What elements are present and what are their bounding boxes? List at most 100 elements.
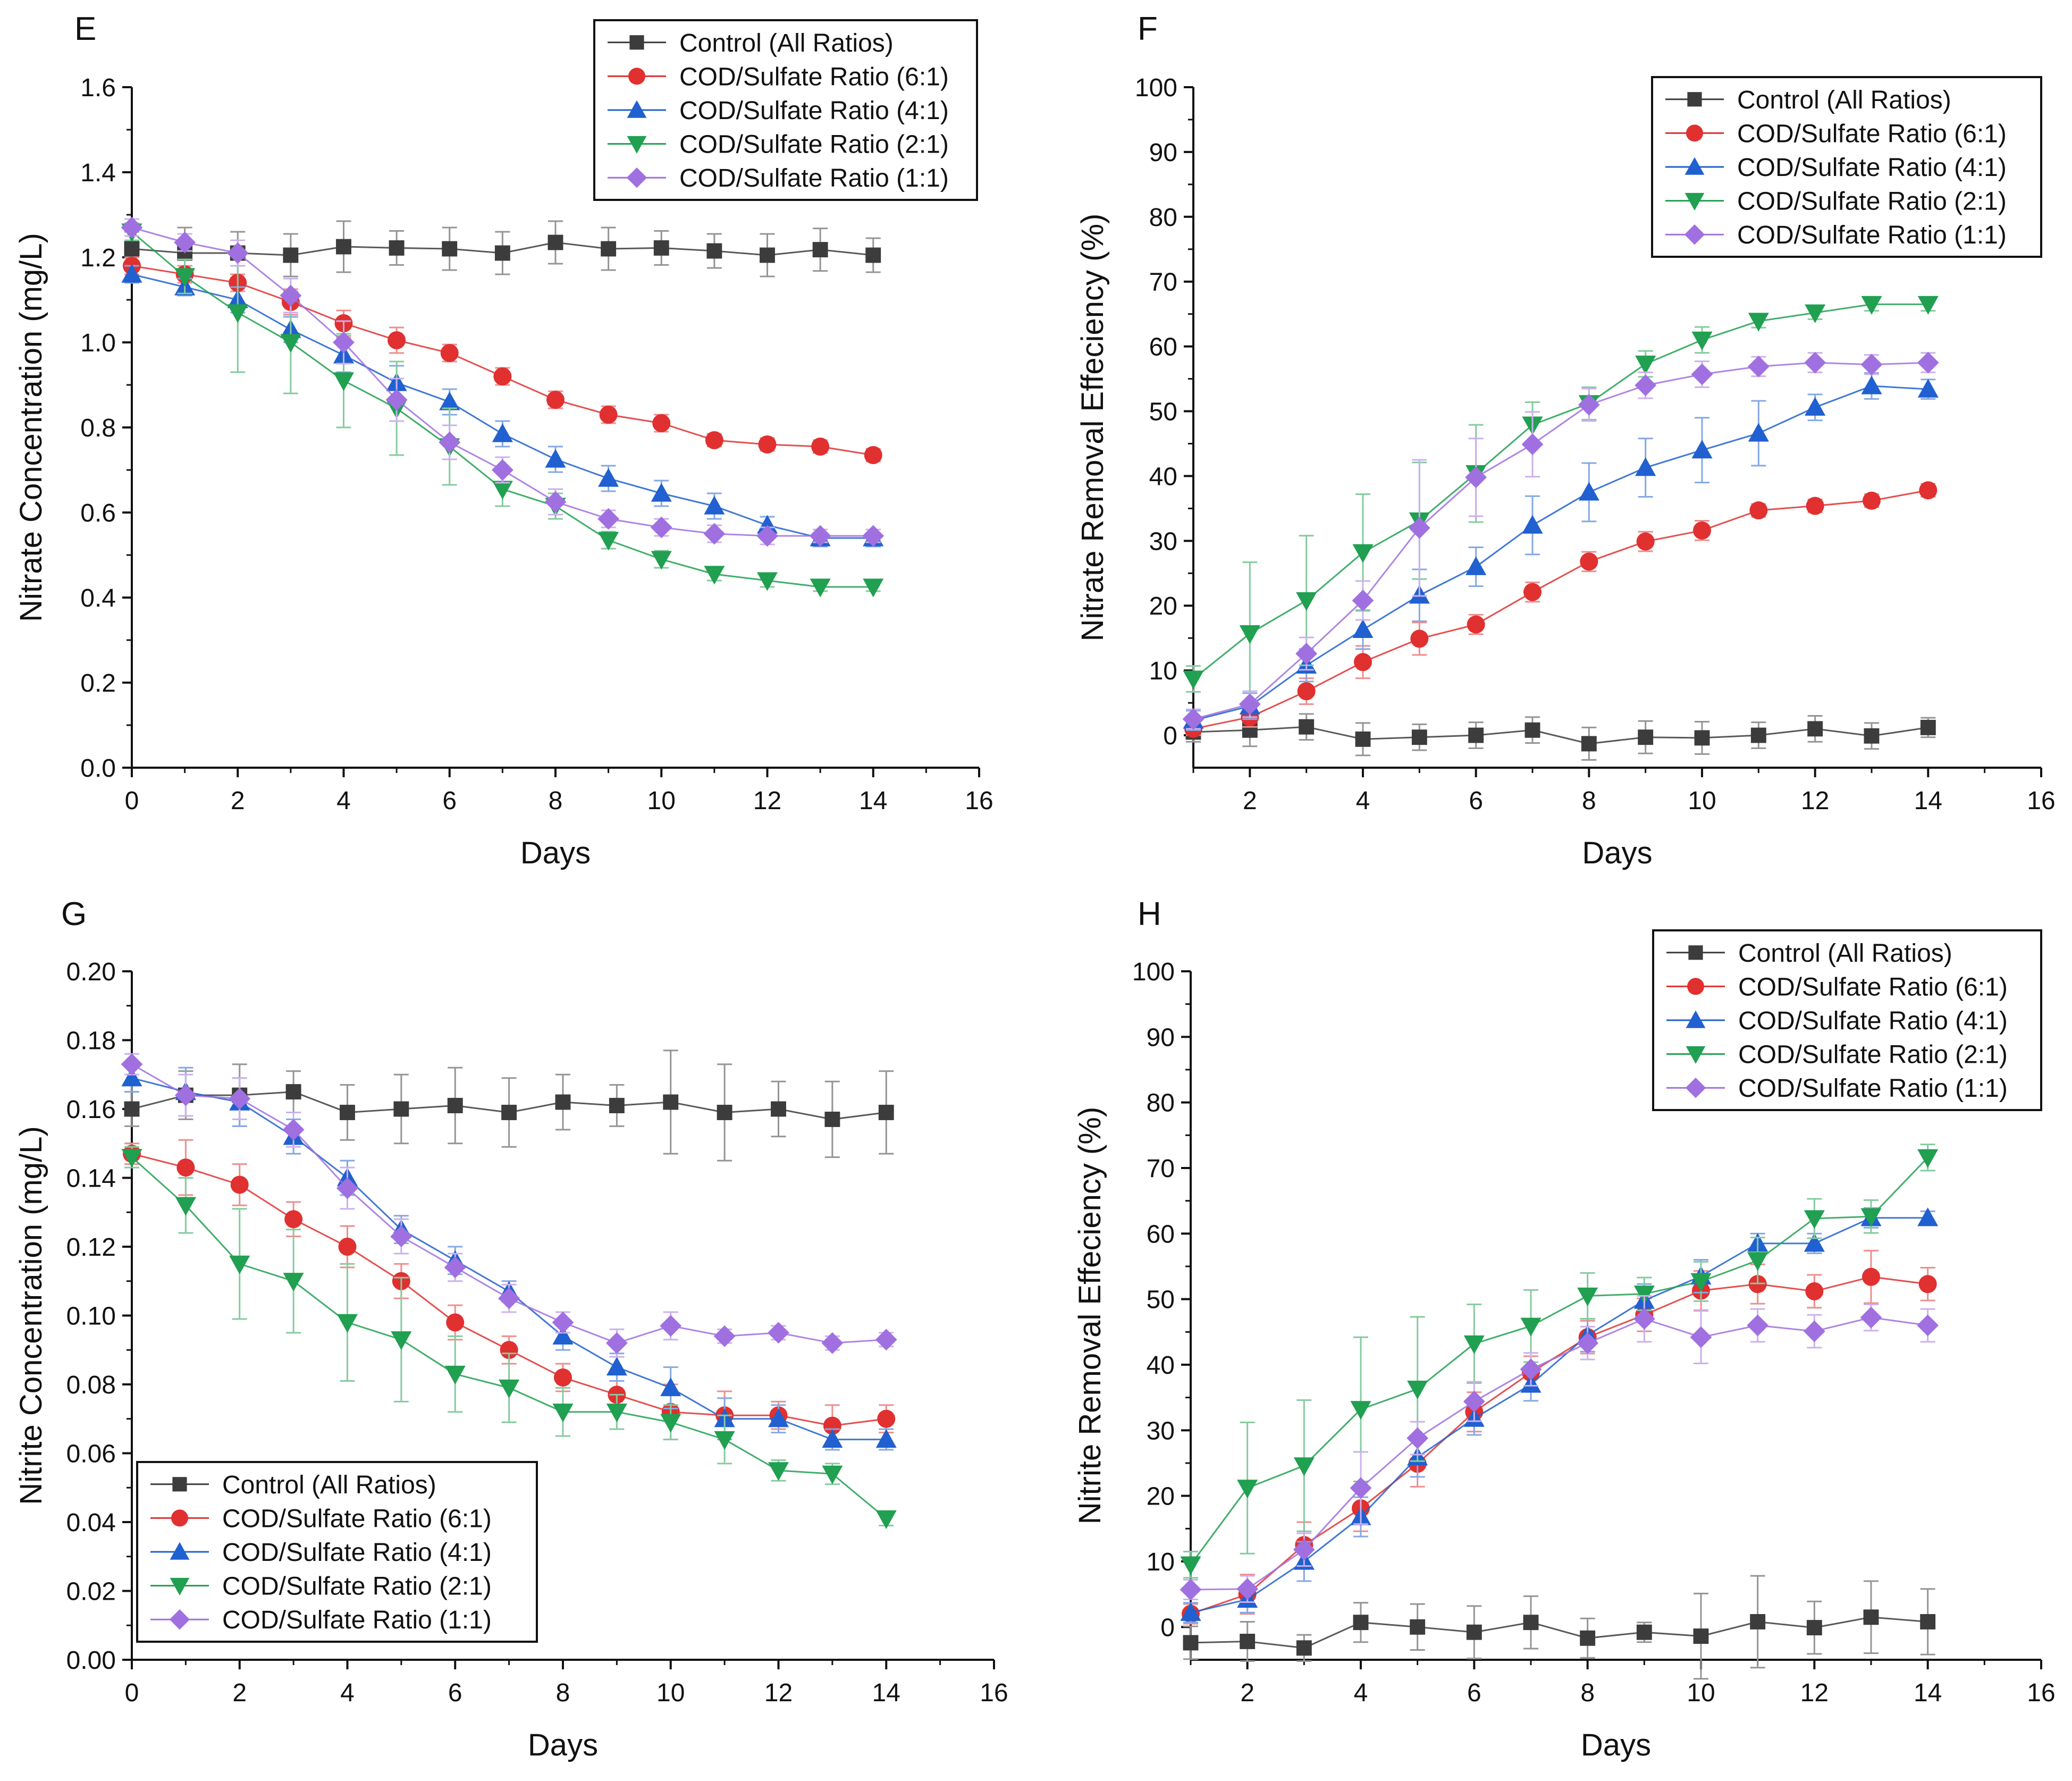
plot-area: [1180, 1144, 1939, 1680]
series-1: [124, 220, 881, 280]
x-ticks: 0 2 4 6 8 10 12 14 16: [125, 1660, 1008, 1707]
data-point: [226, 242, 249, 264]
legend-item: COD/Sulfate Ratio (6:1): [608, 63, 949, 91]
legend-item: Control (All Ratios): [1665, 86, 1951, 114]
data-point: [1805, 397, 1826, 416]
x-tick-label: 4: [1356, 787, 1370, 815]
data-point: [229, 1255, 250, 1274]
chart-panel-h: H 0 10 20 30 40 50 60 70 80 90 100 2 4 6 8 10 12 14 16 Days N…: [1073, 896, 2056, 1762]
series-5: [121, 1053, 897, 1358]
x-tick-label: 2: [1240, 1679, 1254, 1707]
plot-area: [121, 1049, 897, 1530]
y-ticks: 0 10 20 30 40 50 60 70 80 90 100: [1135, 74, 1193, 750]
data-point: [280, 284, 302, 307]
legend-label: COD/Sulfate Ratio (2:1): [1738, 1041, 2008, 1069]
y-tick-label: 20: [1147, 1483, 1175, 1511]
data-point: [282, 1119, 305, 1141]
data-point: [554, 1368, 572, 1387]
data-point: [121, 216, 143, 239]
series-line: [1193, 489, 1928, 730]
data-point: [121, 264, 142, 283]
x-tick-label: 6: [442, 787, 457, 815]
legend-label: Control (All Ratios): [679, 29, 894, 57]
legend-item: COD/Sulfate Ratio (6:1): [1665, 120, 2007, 148]
y-ticks: 0 10 20 30 40 50 60 70 80 90 100: [1132, 958, 1191, 1642]
data-point: [1691, 363, 1713, 385]
data-point: [1240, 1634, 1256, 1649]
legend-label: COD/Sulfate Ratio (1:1): [222, 1606, 492, 1634]
data-point: [1804, 1210, 1825, 1229]
data-point: [824, 1111, 840, 1127]
data-point: [822, 1465, 843, 1484]
data-point: [121, 1149, 142, 1168]
data-point: [597, 508, 620, 530]
data-point: [1804, 351, 1826, 374]
x-tick-label: 0: [125, 1679, 139, 1707]
x-tick-label: 14: [872, 1679, 900, 1707]
panel-label: H: [1138, 896, 1161, 932]
legend-marker: [629, 35, 644, 50]
legend-label: COD/Sulfate Ratio (2:1): [222, 1573, 492, 1601]
data-point: [1580, 552, 1598, 571]
data-point: [704, 495, 725, 515]
data-point: [1747, 356, 1770, 377]
data-point: [1465, 556, 1487, 575]
data-point: [598, 532, 619, 551]
data-point: [713, 1325, 736, 1347]
data-point: [605, 1332, 628, 1354]
data-point: [1750, 727, 1766, 743]
plot-area: [121, 216, 885, 598]
data-point: [1297, 682, 1316, 701]
data-point: [1691, 331, 1713, 350]
data-point: [174, 1084, 197, 1106]
y-tick-label: 0.4: [80, 584, 116, 612]
x-ticks: 0 2 4 6 8 10 12 14 16: [125, 768, 993, 815]
data-point: [1581, 736, 1597, 752]
y-tick-label: 60: [1147, 1220, 1175, 1248]
x-tick-label: 8: [1580, 1679, 1595, 1707]
data-point: [444, 1256, 466, 1279]
legend-label: COD/Sulfate Ratio (4:1): [679, 97, 949, 125]
data-point: [768, 1408, 789, 1427]
data-point: [552, 1312, 574, 1333]
data-point: [1919, 481, 1938, 500]
series-line: [1190, 1217, 1928, 1614]
y-axis-title: Nitrite Concentration (mg/L): [14, 1126, 48, 1505]
data-point: [1690, 1326, 1712, 1348]
legend-item: COD/Sulfate Ratio (4:1): [1666, 1007, 2008, 1035]
legend-marker: [1688, 945, 1703, 960]
y-tick-label: 0.8: [80, 414, 116, 442]
legend-item: COD/Sulfate Ratio (4:1): [150, 1539, 492, 1567]
legend-label: COD/Sulfate Ratio (1:1): [679, 164, 949, 192]
data-point: [1578, 482, 1599, 501]
data-point: [336, 239, 351, 255]
series-4: [121, 1146, 897, 1530]
x-tick-label: 2: [232, 1679, 247, 1707]
data-point: [175, 1197, 196, 1216]
data-point: [1860, 1208, 1882, 1227]
data-point: [864, 446, 882, 464]
data-point: [1693, 1628, 1709, 1644]
x-tick-label: 8: [549, 787, 563, 815]
data-point: [1350, 1477, 1372, 1499]
data-point: [1805, 1282, 1824, 1300]
data-point: [174, 231, 196, 254]
y-tick-label: 20: [1149, 592, 1177, 620]
series-line: [1193, 385, 1928, 721]
legend-label: Control (All Ratios): [1738, 939, 1952, 968]
y-tick-label: 0: [1160, 1614, 1175, 1642]
x-tick-label: 10: [1688, 787, 1716, 815]
series-5: [121, 216, 885, 547]
data-point: [756, 525, 778, 547]
legend-item: COD/Sulfate Ratio (6:1): [150, 1505, 492, 1533]
data-point: [1353, 1615, 1369, 1631]
legend-marker: [1686, 124, 1703, 142]
x-axis-title: Days: [1581, 1728, 1651, 1762]
data-point: [706, 243, 722, 259]
data-point: [598, 468, 619, 487]
data-point: [704, 566, 725, 585]
data-point: [1296, 592, 1317, 611]
data-point: [1860, 354, 1883, 376]
data-point: [651, 483, 672, 502]
y-ticks: 0.00 0.02 0.04 0.06 0.08 0.10 0.12 0.14 0.16 0.18…: [66, 958, 132, 1675]
